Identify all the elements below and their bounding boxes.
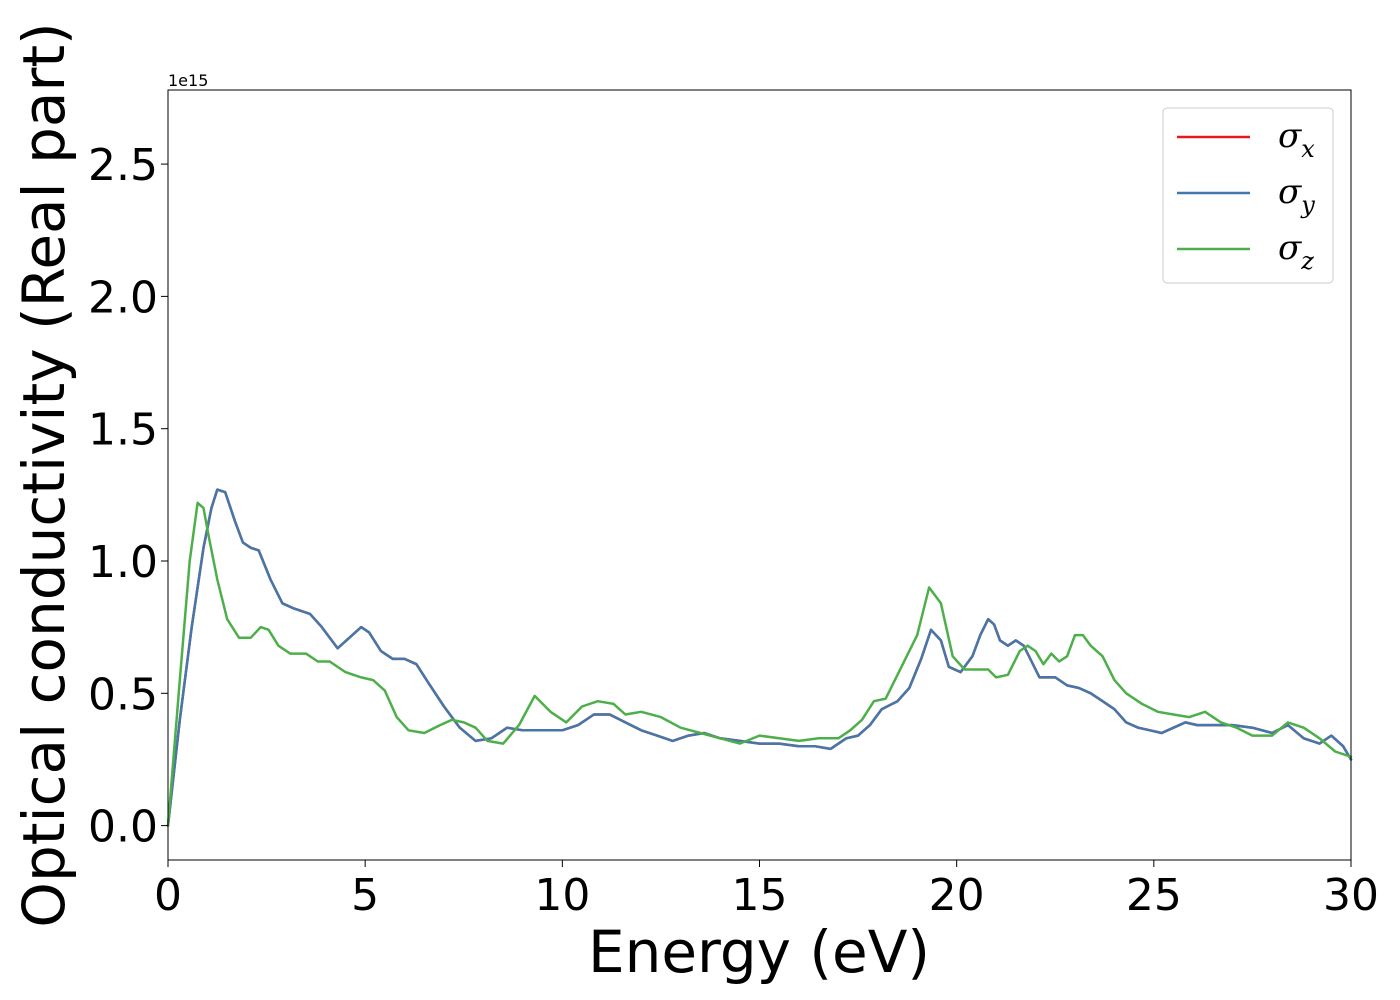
x-tick-label: 5 xyxy=(351,870,379,921)
x-tick-label: 20 xyxy=(929,870,985,921)
y-tick-label: 0.0 xyxy=(88,802,158,853)
x-axis-ticks: 0 5 10 15 20 25 30 xyxy=(154,860,1379,921)
y-axis-label: Optical conductivity (Real part) xyxy=(10,22,78,927)
y-offset-text: 1e15 xyxy=(168,71,208,90)
x-tick-label: 10 xyxy=(534,870,590,921)
y-tick-label: 0.5 xyxy=(88,669,158,720)
x-axis-label: Energy (eV) xyxy=(588,918,930,986)
series-line-x xyxy=(166,488,1353,827)
x-tick-label: 15 xyxy=(732,870,788,921)
legend-frame xyxy=(1162,107,1334,284)
y-tick-label: 1.0 xyxy=(88,537,158,588)
series-line-y xyxy=(166,488,1353,827)
y-tick-label: 1.5 xyxy=(88,405,158,456)
x-tick-label: 30 xyxy=(1323,870,1379,921)
y-axis-ticks: 0.0 0.5 1.0 1.5 2.0 2.5 xyxy=(88,140,168,853)
y-tick-label: 2.0 xyxy=(88,272,158,323)
series-layer xyxy=(166,488,1353,827)
x-tick-label: 0 xyxy=(154,870,182,921)
series-line-z xyxy=(166,501,1353,827)
legend-label-z: σz xyxy=(1278,228,1314,275)
y-tick-label: 2.5 xyxy=(88,140,158,191)
x-tick-label: 25 xyxy=(1126,870,1182,921)
